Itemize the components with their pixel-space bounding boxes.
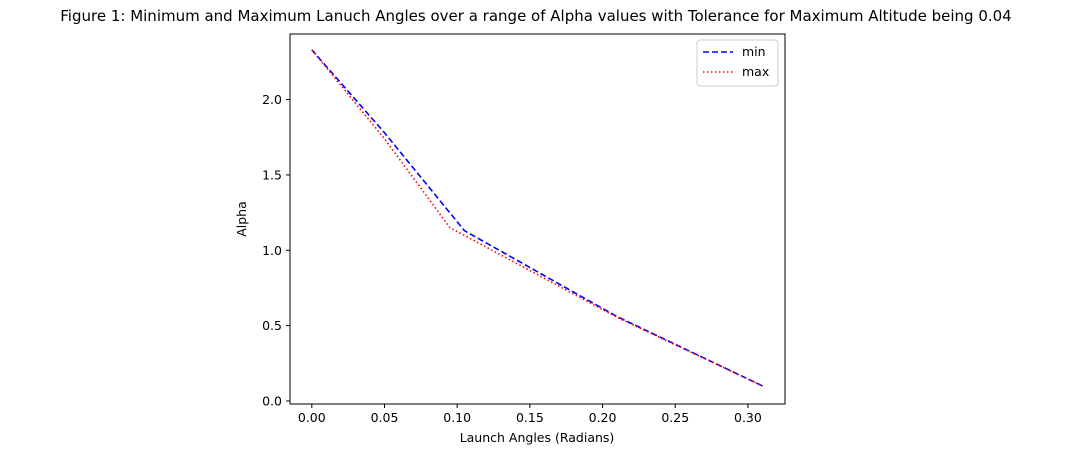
series-line-min bbox=[311, 49, 763, 387]
x-axis-label: Launch Angles (Radians) bbox=[460, 430, 615, 445]
chart-title: Figure 1: Minimum and Maximum Lanuch Ang… bbox=[60, 7, 1011, 25]
x-tick-label: 0.25 bbox=[661, 410, 689, 425]
x-tick-label: 0.00 bbox=[298, 410, 326, 425]
axis-ticks: 0.00 0.05 0.10 0.15 0.20 0.25 0.30 0.0 0.5 1.0 1.5… bbox=[262, 92, 762, 425]
x-tick-label: 0.20 bbox=[589, 410, 617, 425]
legend-label-max: max bbox=[742, 64, 769, 79]
y-axis-label: Alpha bbox=[234, 201, 249, 237]
x-tick-label: 0.30 bbox=[734, 410, 762, 425]
x-tick-label: 0.15 bbox=[516, 410, 544, 425]
x-tick-label: 0.10 bbox=[443, 410, 471, 425]
y-tick-label: 0.5 bbox=[262, 318, 282, 333]
y-tick-label: 0.0 bbox=[262, 393, 282, 408]
legend: min max bbox=[696, 39, 779, 87]
series-lines bbox=[311, 49, 763, 387]
axes-frame bbox=[289, 33, 786, 405]
y-tick-label: 1.5 bbox=[262, 167, 282, 182]
x-tick-label: 0.05 bbox=[371, 410, 399, 425]
legend-frame bbox=[696, 39, 779, 87]
legend-label-min: min bbox=[742, 44, 766, 59]
y-tick-label: 2.0 bbox=[262, 92, 282, 107]
y-tick-label: 1.0 bbox=[262, 243, 282, 258]
series-line-max bbox=[311, 49, 763, 387]
